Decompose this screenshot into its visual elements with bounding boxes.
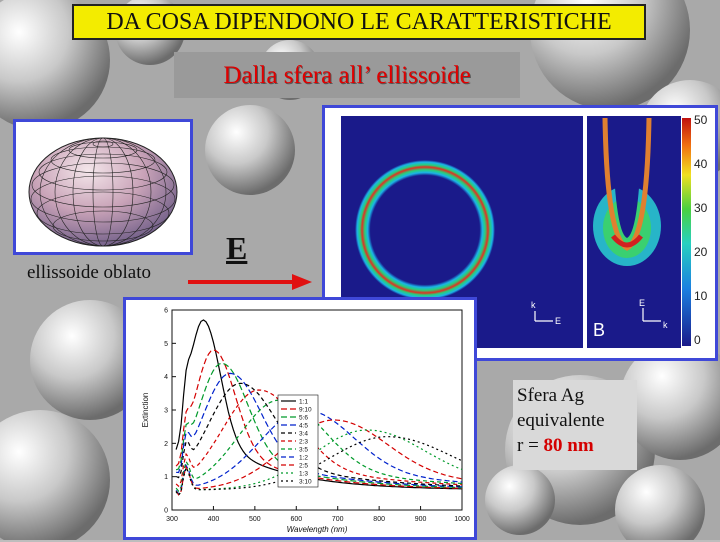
series-line — [175, 362, 463, 489]
series-line — [176, 372, 463, 488]
y-tick-label: 0 — [164, 508, 168, 515]
slide-subtitle: Dalla sfera all’ ellissoide — [223, 62, 471, 89]
legend-entry: 9:10 — [299, 407, 312, 414]
electric-field-label: E — [226, 230, 248, 266]
y-tick-label: 5 — [164, 341, 168, 348]
legend-entry: 3:10 — [299, 479, 312, 486]
x-tick-label: 300 — [166, 516, 178, 523]
colorbar-tick-label: 50 — [694, 113, 708, 127]
note-line-2: equivalente — [517, 410, 605, 431]
legend-entry: 1:3 — [299, 471, 308, 478]
y-tick-label: 4 — [164, 374, 168, 381]
legend-entry: 3:4 — [299, 431, 308, 438]
legend-entry: 1:1 — [299, 399, 308, 406]
slide-title: DA COSA DIPENDONO LE CARATTERISTICHE — [72, 4, 646, 40]
y-tick-label: 2 — [164, 441, 168, 448]
colorbar-tick-label: 0 — [694, 333, 701, 347]
y-tick-label: 1 — [164, 474, 168, 481]
y-axis-label: Extinction — [141, 393, 150, 428]
series-line — [175, 436, 463, 497]
subtitle-box: Dalla sfera all’ ellissoide — [174, 52, 520, 98]
note-line-1: Sfera Ag — [517, 385, 585, 406]
colorbar-tick-label: 20 — [694, 245, 708, 259]
x-tick-label: 700 — [332, 516, 344, 523]
x-axis-label: Wavelength (nm) — [287, 525, 348, 534]
colorbar-tick-label: 10 — [694, 289, 708, 303]
e-label-a: E — [555, 316, 561, 326]
legend-entry: 5:6 — [299, 415, 308, 422]
sphere-note: Sfera Ag equivalente r = 80 nm — [513, 380, 637, 470]
series-line — [175, 399, 463, 493]
extinction-chart-frame: 300 400 500 600 700 800 900 1000 0 1 2 3 4 5 6 Waveleng… — [123, 297, 477, 540]
panel-b-label: B — [593, 320, 605, 340]
legend-entry: 1:2 — [299, 455, 308, 462]
series-line — [175, 349, 463, 489]
x-tick-label: 800 — [373, 516, 385, 523]
near-field-map-frame: B k E E k 50 40 30 20 10 0 — [322, 105, 718, 361]
series-line — [175, 319, 462, 490]
legend-entry: 2:3 — [299, 439, 308, 446]
extinction-chart: 300 400 500 600 700 800 900 1000 0 1 2 3 4 5 6 Waveleng… — [141, 308, 470, 535]
colorbar — [682, 118, 691, 346]
ellipsoid-label: ellissoide oblato — [27, 262, 152, 283]
oblate-ellipsoid-image — [28, 137, 178, 247]
x-tick-label: 400 — [208, 516, 220, 523]
ellipsoid-image-frame — [13, 119, 193, 255]
colorbar-tick-label: 40 — [694, 157, 708, 171]
k-label-b: k — [663, 320, 668, 330]
legend-entry: 4:5 — [299, 423, 308, 430]
radius-value: 80 nm — [543, 435, 594, 456]
series-line — [175, 382, 463, 487]
y-tick-label: 6 — [164, 308, 168, 315]
x-tick-label: 900 — [415, 516, 427, 523]
legend-entry: 2:5 — [299, 463, 308, 470]
k-label-a: k — [531, 300, 536, 310]
series-line — [175, 429, 463, 497]
colorbar-tick-label: 30 — [694, 201, 708, 215]
note-line-3: r = 80 nm — [517, 433, 633, 458]
y-tick-label: 3 — [164, 408, 168, 415]
series-line — [175, 419, 463, 496]
series-line — [175, 409, 463, 495]
electric-field-arrow — [188, 274, 312, 290]
x-tick-label: 500 — [249, 516, 261, 523]
series-line — [175, 389, 463, 488]
x-tick-label: 600 — [290, 516, 302, 523]
e-label-b: E — [639, 298, 645, 308]
x-tick-label: 1000 — [454, 516, 470, 523]
legend-entry: 3:5 — [299, 447, 308, 454]
note-prefix: r = — [517, 435, 544, 456]
